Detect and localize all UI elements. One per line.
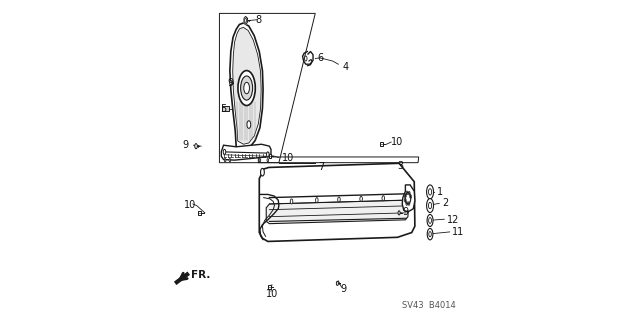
Ellipse shape: [244, 82, 250, 94]
FancyBboxPatch shape: [268, 285, 271, 289]
Polygon shape: [233, 27, 261, 144]
Polygon shape: [230, 23, 263, 150]
FancyBboxPatch shape: [198, 211, 201, 215]
Ellipse shape: [398, 211, 400, 215]
Ellipse shape: [404, 198, 406, 202]
Ellipse shape: [247, 121, 251, 128]
Text: 4: 4: [342, 63, 348, 72]
Ellipse shape: [225, 159, 226, 162]
Ellipse shape: [408, 191, 410, 195]
Ellipse shape: [360, 196, 362, 201]
Ellipse shape: [406, 191, 408, 195]
Ellipse shape: [382, 196, 385, 201]
Ellipse shape: [259, 159, 260, 162]
Ellipse shape: [238, 70, 255, 106]
Text: 10: 10: [184, 200, 196, 210]
Ellipse shape: [316, 197, 318, 203]
Text: 3: 3: [397, 161, 403, 172]
Ellipse shape: [229, 159, 230, 162]
Ellipse shape: [266, 152, 269, 157]
Polygon shape: [259, 163, 415, 241]
Text: 10: 10: [266, 288, 278, 299]
Ellipse shape: [241, 76, 253, 100]
Ellipse shape: [427, 198, 433, 212]
Text: 9: 9: [403, 207, 408, 217]
Ellipse shape: [267, 159, 269, 162]
Ellipse shape: [428, 228, 433, 240]
FancyBboxPatch shape: [221, 106, 228, 111]
Ellipse shape: [427, 214, 433, 226]
Ellipse shape: [404, 194, 406, 198]
Text: 10: 10: [391, 137, 403, 147]
Polygon shape: [402, 185, 415, 212]
Text: 8: 8: [255, 15, 261, 25]
Text: 12: 12: [447, 215, 459, 226]
Ellipse shape: [195, 144, 197, 149]
Polygon shape: [266, 200, 408, 224]
FancyBboxPatch shape: [269, 154, 271, 158]
Ellipse shape: [223, 149, 226, 154]
Ellipse shape: [291, 199, 292, 204]
Text: SV43  B4014: SV43 B4014: [402, 301, 456, 310]
Ellipse shape: [406, 202, 408, 205]
FancyBboxPatch shape: [380, 142, 383, 146]
Polygon shape: [221, 144, 271, 160]
Text: 9: 9: [182, 140, 189, 150]
Ellipse shape: [260, 168, 264, 176]
Text: 6: 6: [317, 53, 323, 63]
Ellipse shape: [408, 202, 410, 205]
Text: 5: 5: [220, 104, 227, 114]
Text: 7: 7: [319, 162, 324, 173]
Polygon shape: [244, 16, 248, 24]
Text: 1: 1: [437, 187, 443, 197]
Ellipse shape: [410, 195, 412, 198]
Text: 2: 2: [442, 198, 448, 208]
Ellipse shape: [230, 80, 232, 85]
Text: 9: 9: [228, 78, 234, 88]
Text: 11: 11: [452, 227, 465, 237]
Ellipse shape: [305, 56, 307, 61]
Text: 10: 10: [282, 153, 294, 163]
Text: FR.: FR.: [191, 271, 211, 280]
Text: 9: 9: [340, 284, 347, 294]
Ellipse shape: [337, 281, 339, 286]
Ellipse shape: [427, 185, 433, 199]
Ellipse shape: [338, 197, 340, 202]
